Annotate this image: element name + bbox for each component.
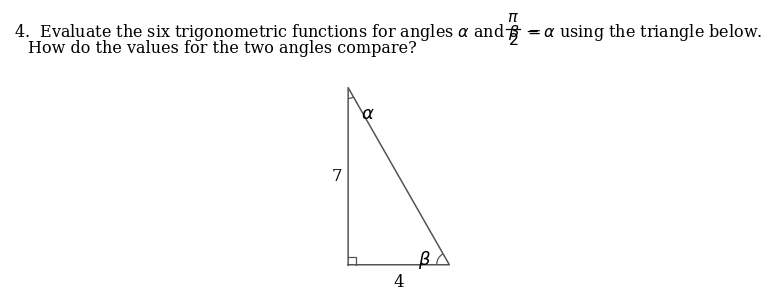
Text: 4.  Evaluate the six trigonometric functions for angles $\alpha$ and $\beta$ $=$: 4. Evaluate the six trigonometric functi…	[14, 22, 541, 43]
Text: $\alpha$: $\alpha$	[361, 105, 375, 123]
Text: 4: 4	[394, 274, 404, 291]
Text: $\beta$: $\beta$	[418, 249, 431, 271]
Text: $\pi$: $\pi$	[507, 9, 519, 26]
Text: $-$ $\alpha$ using the triangle below.: $-$ $\alpha$ using the triangle below.	[525, 22, 763, 43]
Text: $2$: $2$	[508, 32, 518, 49]
Text: How do the values for the two angles compare?: How do the values for the two angles com…	[28, 40, 417, 57]
Text: 7: 7	[332, 168, 342, 185]
